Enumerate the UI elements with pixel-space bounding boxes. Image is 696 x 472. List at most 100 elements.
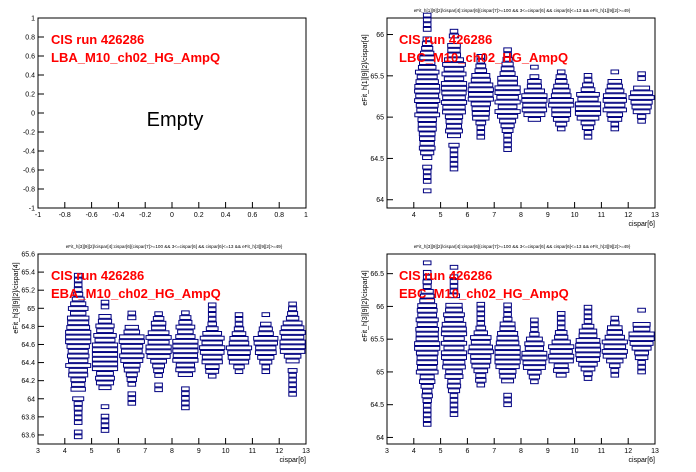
histogram-box: [629, 341, 654, 346]
y-tick-label: 64.8: [21, 324, 35, 331]
histogram-box: [414, 98, 441, 104]
x-tick-label: 4: [412, 212, 416, 219]
histogram-box: [476, 316, 486, 321]
histogram-box: [417, 303, 438, 308]
histogram-box: [637, 360, 646, 365]
histogram-box: [414, 341, 441, 346]
histogram-box: [631, 104, 652, 110]
histogram-box: [124, 324, 139, 330]
histogram-box: [494, 354, 521, 360]
histogram-box: [207, 307, 217, 313]
histogram-box: [418, 145, 436, 151]
histogram-box: [501, 378, 515, 384]
histogram-box: [100, 299, 110, 305]
histogram-box: [440, 340, 468, 346]
histogram-box: [447, 388, 461, 394]
histogram-box: [583, 376, 593, 381]
histogram-box: [555, 74, 567, 80]
histogram-box: [172, 353, 199, 358]
histogram-box: [522, 102, 547, 108]
x-tick-label: 12: [275, 448, 283, 455]
y-tick-label: -0.2: [23, 130, 35, 137]
histogram-box: [100, 304, 110, 310]
histogram-box: [578, 328, 598, 334]
histogram-box: [415, 336, 439, 342]
histogram-box: [288, 372, 297, 378]
panel-title: eFit_h[3][9][2]/cispar[4]:cispar[6]{cisp…: [414, 244, 631, 249]
histogram-box: [93, 333, 117, 338]
histogram-box: [416, 322, 438, 327]
histogram-box: [607, 117, 623, 122]
histogram-box: [553, 368, 570, 373]
histogram-box: [415, 102, 439, 108]
histogram-box: [494, 345, 521, 351]
y-tick-label: 64.6: [21, 342, 35, 349]
histogram-box: [523, 88, 545, 94]
histogram-box: [475, 63, 487, 69]
histogram-box: [279, 344, 306, 350]
histogram-box: [416, 364, 438, 370]
x-tick-label: 9: [546, 448, 550, 455]
histogram-box: [207, 302, 217, 308]
histogram-box: [581, 125, 595, 131]
histogram-box: [634, 355, 649, 361]
histogram-box: [123, 362, 141, 368]
histogram-box: [607, 79, 623, 84]
histogram-box: [91, 342, 119, 348]
histogram-box: [499, 321, 516, 327]
histogram-box: [476, 125, 486, 131]
histogram-box: [71, 382, 86, 387]
histogram-box: [253, 335, 279, 341]
histogram-box: [555, 372, 567, 378]
cis-run-label: CIS run 426286: [51, 268, 144, 283]
panel-title: eFit_h[1][9][2]/cispar[4]:cispar[6]{cisp…: [414, 8, 631, 13]
histogram-box: [473, 368, 489, 374]
histogram-box: [494, 350, 521, 355]
histogram-box: [552, 117, 570, 122]
histogram-box: [254, 350, 277, 356]
histogram-box: [233, 326, 245, 332]
x-tick-label: -1: [35, 212, 41, 219]
histogram-box: [73, 405, 83, 411]
histogram-box: [234, 369, 244, 375]
histogram-box: [446, 383, 462, 389]
histogram-box: [525, 336, 543, 342]
histogram-box: [637, 71, 646, 77]
histogram-box: [576, 115, 600, 121]
histogram-box: [175, 334, 196, 339]
histogram-box: [581, 323, 595, 329]
histogram-box: [422, 407, 432, 413]
histogram-box: [606, 358, 624, 364]
x-axis-label: cispar[6]: [280, 457, 307, 464]
histogram-box: [468, 82, 494, 88]
histogram-box: [181, 386, 190, 392]
histogram-box: [501, 61, 514, 67]
x-tick-label: 9: [546, 212, 550, 219]
histogram-box: [548, 344, 575, 350]
histogram-box: [150, 358, 167, 364]
histogram-box: [422, 22, 432, 28]
histogram-box: [521, 98, 548, 103]
panel-title: eFit_h[3][9][2]/cispar[4]:cispar[6]{cisp…: [66, 244, 283, 249]
histogram-box: [470, 101, 491, 107]
histogram-box: [606, 330, 624, 335]
x-tick-label: 10: [571, 212, 579, 219]
x-axis-label: cispar[6]: [629, 457, 656, 464]
histogram-box: [637, 118, 646, 124]
histogram-box: [500, 66, 515, 72]
histogram-box: [150, 320, 167, 326]
histogram-box: [445, 369, 463, 375]
histogram-box: [578, 361, 598, 367]
histogram-box: [530, 379, 539, 385]
x-tick-label: 5: [90, 448, 94, 455]
histogram-box: [414, 88, 441, 94]
histogram-box: [607, 325, 623, 331]
histogram-box: [476, 301, 486, 307]
histogram-box: [497, 113, 519, 119]
histogram-box: [414, 69, 440, 75]
histogram-box: [577, 96, 599, 102]
histogram-box: [470, 77, 491, 83]
histogram-box: [120, 358, 144, 363]
histogram-box: [179, 315, 192, 320]
x-tick-label: -0.8: [59, 212, 71, 219]
